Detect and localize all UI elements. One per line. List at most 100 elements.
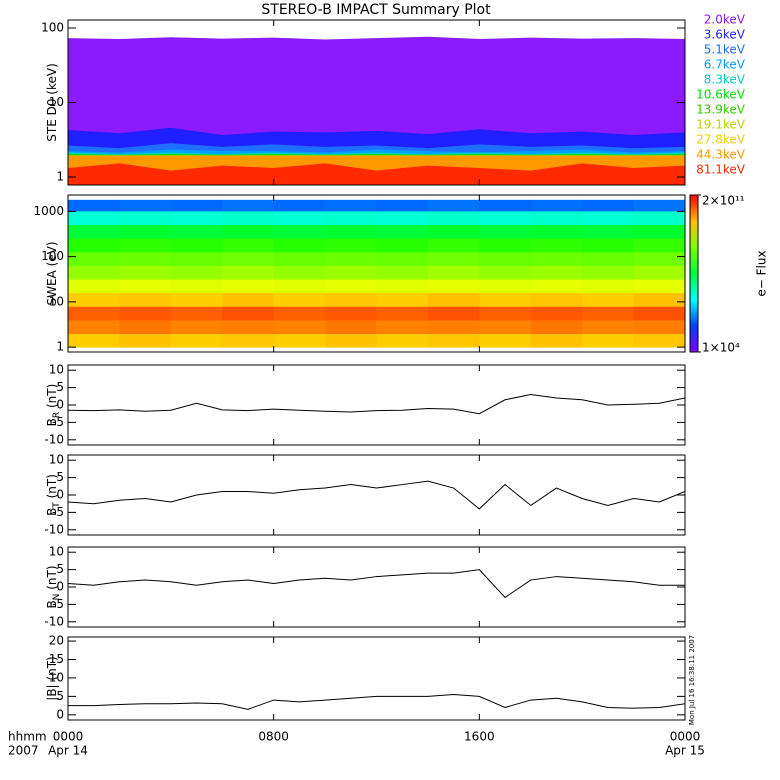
heatmap-cell — [170, 224, 223, 239]
y-tick-label: 10 — [49, 95, 64, 109]
heatmap-cell — [325, 319, 377, 334]
y-tick-label: 5 — [56, 562, 64, 576]
y-axis-label: BT (nT) — [45, 474, 62, 516]
heatmap-cell — [582, 319, 635, 334]
heatmap-cell — [273, 279, 326, 294]
heatmap-cell — [222, 292, 275, 307]
heatmap-cell — [530, 238, 583, 253]
y-tick-label: 0 — [56, 398, 64, 412]
heatmap-cell — [427, 199, 480, 212]
y-tick-label: 10 — [49, 453, 64, 467]
heatmap-cell — [582, 279, 635, 294]
heatmap-cell — [427, 210, 480, 226]
date-label: Apr 14 — [48, 744, 88, 758]
heatmap-cell — [68, 319, 120, 334]
y-tick-label: -5 — [52, 597, 64, 611]
y-tick-label: 15 — [49, 652, 64, 666]
series-area — [68, 163, 685, 185]
legend-entry: 3.6keV — [704, 28, 746, 42]
heatmap-cell — [170, 279, 223, 294]
y-axis-label-main: SWEA (eV) — [45, 241, 59, 305]
heatmap-cell — [273, 224, 326, 239]
heatmap-cell — [427, 224, 480, 239]
heatmap-cell — [633, 333, 685, 348]
heatmap-cell — [325, 210, 377, 226]
heatmap-cell — [222, 319, 275, 334]
heatmap-cell — [479, 279, 532, 294]
y-tick-label: -10 — [44, 614, 64, 628]
heatmap-cell — [633, 265, 685, 280]
heatmap-cell — [530, 210, 583, 226]
heatmap-cell — [582, 306, 635, 321]
heatmap-cell — [119, 251, 172, 266]
time-unit-label: hhmm — [8, 730, 47, 744]
y-axis-label-main: B — [45, 508, 59, 516]
y-axis-label-unit: (nT) — [45, 384, 59, 412]
heatmap-cell — [119, 279, 172, 294]
colorbar-tick-label: 1×10⁴ — [702, 341, 740, 355]
heatmap-cell — [376, 238, 429, 253]
heatmap-cell — [376, 251, 429, 266]
timestamp: Mon Jul 16 16:38:11 2007 — [688, 635, 696, 725]
plot-area — [68, 694, 685, 710]
heatmap-cell — [119, 292, 172, 307]
y-tick-label: 1 — [56, 169, 64, 183]
heatmap-cell — [376, 292, 429, 307]
y-tick-label: 10 — [49, 363, 64, 377]
heatmap-cell — [119, 199, 172, 212]
heatmap-cell — [530, 306, 583, 321]
heatmap-cell — [222, 224, 275, 239]
heatmap-cell — [427, 292, 480, 307]
heatmap-cell — [68, 238, 120, 253]
legend-entry: 10.6keV — [696, 88, 746, 102]
heatmap-cell — [582, 210, 635, 226]
plot-title: STEREO-B IMPACT Summary Plot — [261, 2, 491, 18]
heatmap-cell — [530, 251, 583, 266]
heatmap-cell — [68, 224, 120, 239]
y-tick-label: 0 — [56, 488, 64, 502]
legend-entry: 81.1keV — [696, 163, 746, 177]
heatmap-cell — [633, 319, 685, 334]
panel-frame — [67, 546, 686, 628]
y-axis-label-main: |B| (nT) — [45, 656, 59, 700]
heatmap-cell — [68, 210, 120, 226]
y-tick-label: 5 — [56, 689, 64, 703]
y-tick-label: 5 — [56, 470, 64, 484]
heatmap-cell — [427, 265, 480, 280]
heatmap-cell — [273, 333, 326, 348]
heatmap-cell — [222, 210, 275, 226]
y-tick-label: -10 — [44, 432, 64, 446]
data-line — [68, 394, 685, 415]
y-tick-label: 5 — [56, 380, 64, 394]
y-tick-label: 100 — [41, 20, 64, 34]
x-tick-label: 0000 — [53, 730, 84, 744]
y-tick-label: 0 — [56, 580, 64, 594]
plot-area — [68, 480, 685, 510]
heatmap-cell — [273, 210, 326, 226]
heatmap-cell — [633, 279, 685, 294]
y-axis-label-main: B — [45, 418, 59, 426]
x-tick-label: 0800 — [258, 730, 289, 744]
heatmap-cell — [68, 292, 120, 307]
y-tick-label: 20 — [49, 634, 64, 648]
heatmap-cell — [325, 333, 377, 348]
heatmap-cell — [119, 306, 172, 321]
y-tick-label: -10 — [44, 522, 64, 536]
heatmap-cell — [582, 251, 635, 266]
heatmap-cell — [273, 306, 326, 321]
y-tick-label: 0 — [56, 707, 64, 721]
heatmap-cell — [633, 199, 685, 212]
heatmap-cell — [479, 251, 532, 266]
y-tick-label: 1000 — [33, 204, 64, 218]
plot-area — [68, 569, 685, 599]
heatmap-cell — [530, 279, 583, 294]
y-tick-label: -5 — [52, 415, 64, 429]
heatmap-cell — [582, 199, 635, 212]
colorbar-tick-label: 2×10¹¹ — [702, 194, 745, 208]
heatmap-cell — [530, 265, 583, 280]
x-tick-label: 0000 — [670, 730, 701, 744]
y-axis-label-sub: R — [52, 412, 62, 418]
panel-frame — [67, 454, 686, 536]
heatmap-cell — [119, 265, 172, 280]
